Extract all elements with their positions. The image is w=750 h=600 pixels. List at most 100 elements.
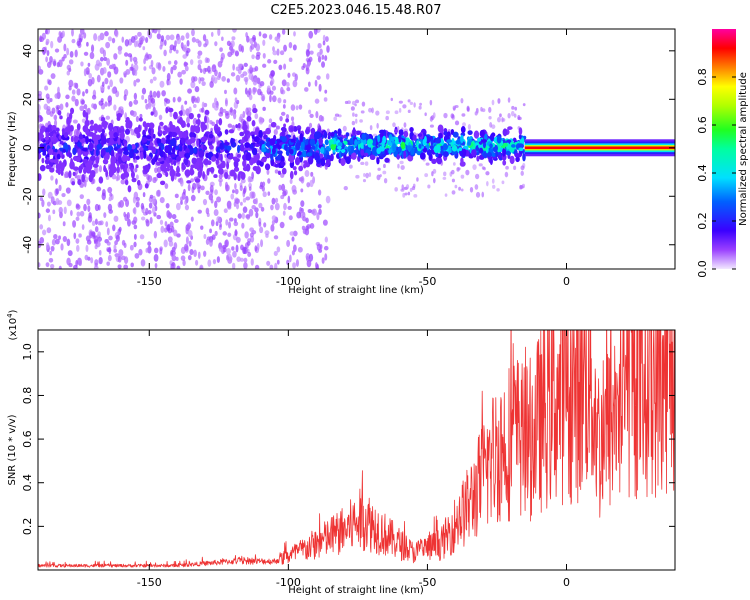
spectrogram-cell bbox=[309, 50, 314, 55]
spectrogram-cell bbox=[489, 143, 493, 149]
spectrogram-cell bbox=[95, 155, 100, 165]
spectrogram-cell bbox=[117, 255, 122, 263]
colorbar-tick-label: 0.0 bbox=[696, 260, 709, 278]
spectrogram-cell bbox=[108, 246, 112, 255]
spectrogram-cell bbox=[79, 29, 85, 35]
spectrogram-cell bbox=[197, 251, 201, 259]
spectrogram-cell bbox=[186, 116, 190, 124]
spectrogram-cell bbox=[41, 157, 45, 164]
spectrogram-cell bbox=[60, 243, 64, 251]
spectrogram-cell bbox=[377, 167, 381, 171]
spectrogram-cell bbox=[218, 178, 223, 183]
spectrogram-cell bbox=[173, 218, 179, 224]
spectrogram-cell bbox=[130, 171, 135, 179]
spectrogram-cell bbox=[297, 150, 302, 156]
spectrogram-cell bbox=[49, 56, 53, 63]
spectrogram-cell bbox=[307, 208, 312, 214]
spectrogram-cell bbox=[172, 64, 177, 71]
spectrogram-cell bbox=[236, 256, 241, 262]
spectrogram-cell bbox=[281, 29, 286, 35]
spectrogram-cell bbox=[318, 137, 323, 146]
spectrogram-cell bbox=[143, 150, 147, 157]
spectrogram-cell bbox=[345, 156, 351, 165]
spectrogram-cell bbox=[216, 216, 221, 223]
spectrogram-cell bbox=[446, 139, 452, 143]
spectrogram-cell bbox=[73, 129, 79, 137]
snr-frame bbox=[37, 329, 676, 571]
spectrogram-cell bbox=[58, 59, 63, 68]
spectrogram-cell bbox=[248, 87, 252, 96]
spectrogram-cell bbox=[177, 96, 182, 103]
spectrogram-cell bbox=[165, 171, 169, 177]
spectrogram-cell bbox=[352, 112, 355, 117]
spectrogram-cell bbox=[143, 164, 150, 173]
spectrogram-cell bbox=[214, 104, 219, 111]
spectrogram-cell bbox=[159, 219, 164, 225]
spectrogram-cell bbox=[451, 178, 455, 183]
spectrogram-frame bbox=[37, 28, 676, 270]
spectrogram-cell bbox=[62, 236, 68, 243]
spectrogram-cell bbox=[355, 118, 358, 124]
spectrogram-cell bbox=[479, 129, 485, 138]
spectrogram-cell bbox=[271, 219, 275, 226]
spectrogram-cell bbox=[187, 229, 193, 238]
colorbar-tick-label: 0.6 bbox=[696, 116, 709, 134]
spectrogram-cell bbox=[320, 158, 326, 167]
spectrogram-cell bbox=[226, 145, 232, 151]
spectrogram-cell bbox=[200, 121, 204, 130]
spectrogram-cell bbox=[164, 97, 169, 103]
spectrogram-cell bbox=[480, 106, 483, 112]
spectrogram-cell bbox=[237, 122, 241, 129]
spectrogram-cell bbox=[140, 202, 145, 210]
spectrogram-cell bbox=[183, 158, 189, 166]
spectrogram-cell bbox=[85, 112, 89, 121]
spectrogram-cell bbox=[48, 132, 54, 137]
spectrogram-cell bbox=[82, 91, 85, 97]
snr-multiplier: (x104) bbox=[6, 309, 19, 340]
spectrogram-cell bbox=[471, 149, 477, 157]
spectrogram-cell bbox=[108, 145, 112, 154]
spectrogram-cell bbox=[255, 43, 261, 52]
spectrogram-cell bbox=[274, 202, 280, 211]
spectrogram-cell bbox=[83, 203, 87, 212]
spectrogram-cell bbox=[276, 36, 281, 43]
spectrogram-cell bbox=[72, 119, 78, 124]
spectrogram-cell bbox=[42, 151, 47, 156]
spectrogram-cell bbox=[316, 75, 321, 80]
spectrogram-cell bbox=[520, 165, 525, 171]
spectrogram-cell bbox=[240, 201, 243, 206]
spectrogram-cell bbox=[188, 240, 192, 247]
spectrogram-cell bbox=[160, 125, 164, 130]
spectrogram-cell bbox=[324, 89, 328, 94]
spectrogram-cell bbox=[228, 129, 235, 134]
spectrogram-cell bbox=[292, 230, 298, 237]
spectrogram-cell bbox=[379, 129, 385, 134]
spectrogram-cell bbox=[438, 132, 443, 139]
spectrogram-cell bbox=[184, 169, 191, 176]
spectrogram-cell bbox=[61, 56, 65, 62]
spectrogram-cell bbox=[251, 120, 256, 127]
spectrogram-cell bbox=[496, 188, 500, 192]
spectrogram-cell bbox=[424, 173, 429, 178]
spectrogram-cell bbox=[101, 128, 105, 135]
spectrogram-cell bbox=[100, 116, 106, 122]
spectrogram-cell bbox=[307, 42, 311, 51]
spectrogram-cell bbox=[167, 107, 174, 113]
spectrogram-cell bbox=[271, 147, 276, 155]
snr-multiplier-label: (x10 bbox=[8, 318, 19, 341]
spectrogram-cell bbox=[260, 158, 267, 163]
spectrogram-cell bbox=[82, 158, 88, 164]
spectrogram-cell bbox=[207, 65, 211, 73]
spectrogram-cell bbox=[83, 51, 89, 56]
spectrogram-cell bbox=[489, 122, 493, 128]
spectrogram-cell bbox=[210, 156, 217, 162]
spectrogram-cell bbox=[401, 184, 404, 190]
spectrogram-cell bbox=[145, 247, 149, 253]
spectrogram-cell bbox=[170, 225, 175, 233]
spectrogram-cell bbox=[122, 139, 127, 144]
spectrogram-cell bbox=[497, 98, 501, 104]
spectrogram-cell bbox=[286, 259, 290, 266]
spectrogram-cell bbox=[466, 105, 470, 112]
spectrogram-cell bbox=[502, 148, 506, 157]
